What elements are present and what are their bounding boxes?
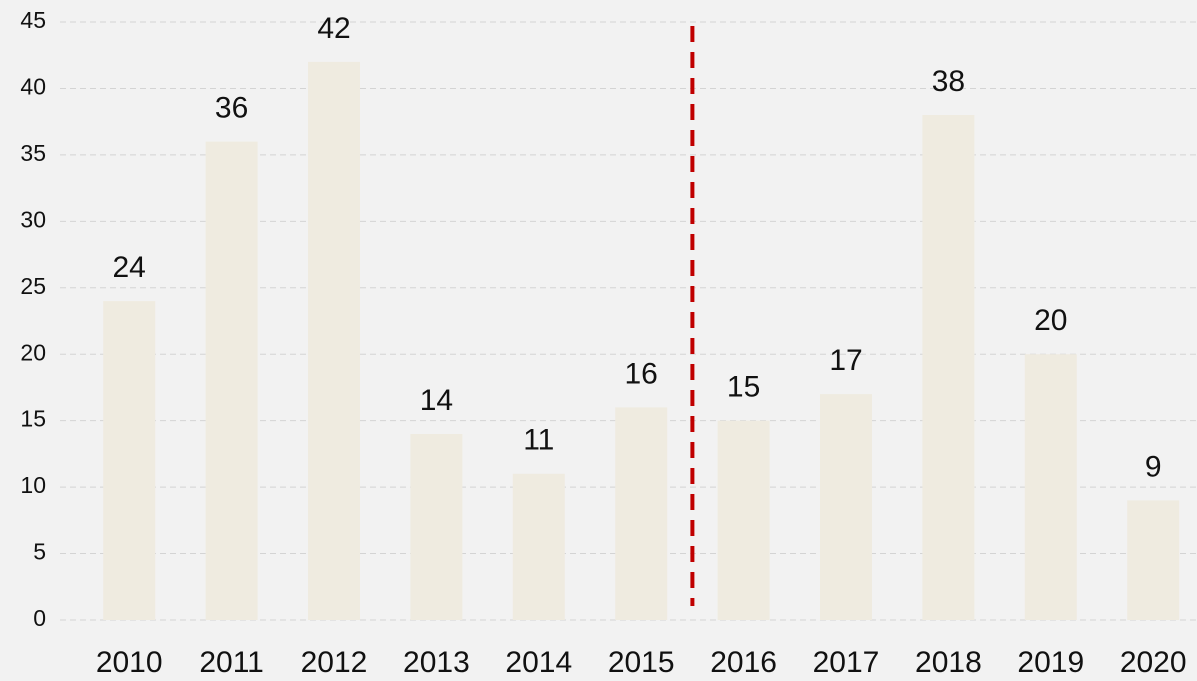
bar [1127,500,1180,620]
x-tick-label: 2014 [505,646,572,679]
y-tick-label: 45 [20,7,46,33]
x-tick-label: 2020 [1120,646,1187,679]
x-tick-label: 2017 [813,646,880,679]
data-label: 9 [1145,450,1162,483]
data-label: 36 [215,92,248,125]
bar [615,407,668,620]
data-label: 14 [420,384,453,417]
data-label: 42 [317,12,350,45]
x-tick-label: 2018 [915,646,982,679]
x-tick-label: 2011 [199,646,264,679]
data-label: 16 [625,357,658,390]
y-tick-label: 15 [20,406,46,432]
bar [308,61,360,621]
data-label: 20 [1034,304,1067,337]
data-label: 38 [932,65,965,98]
x-tick-label: 2013 [403,646,470,679]
bar [410,433,463,620]
data-label: 15 [727,371,760,404]
y-tick-label: 40 [20,74,46,100]
bar [205,141,258,620]
y-tick-label: 25 [20,273,46,299]
y-tick-label: 10 [20,472,46,498]
bar [922,115,975,621]
x-tick-label: 2010 [96,646,163,679]
y-tick-label: 30 [20,206,46,232]
y-tick-label: 5 [33,539,46,565]
bar [103,301,156,620]
bar [820,394,872,620]
x-tick-label: 2012 [301,646,368,679]
y-tick-label: 20 [20,339,46,365]
data-label: 11 [523,424,554,457]
x-tick-label: 2016 [710,646,777,679]
x-tick-label: 2015 [608,646,675,679]
bar [512,473,565,620]
y-tick-label: 35 [20,140,46,166]
bar [717,420,770,620]
bar [1024,354,1077,620]
y-tick-label: 0 [33,605,46,631]
data-label: 17 [829,344,862,377]
data-label: 24 [113,251,146,284]
x-tick-label: 2019 [1017,646,1084,679]
